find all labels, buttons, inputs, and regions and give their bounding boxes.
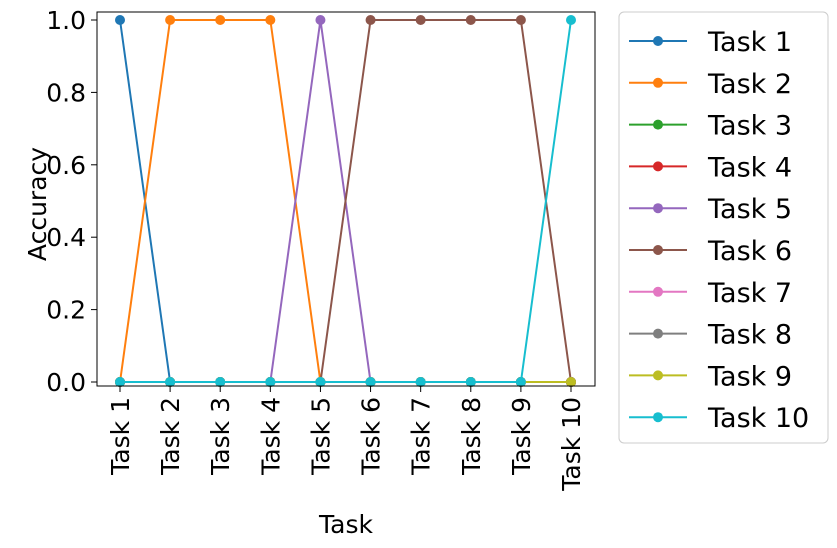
legend-item: Task 9 [629,361,792,392]
y-tick-label: 0.4 [46,223,86,252]
x-axis: Task 1 Task 2 Task 3 Task 4 Task 5 Task 6 Task… [106,386,586,492]
series-layer [115,15,576,387]
legend-item: Task 6 [629,236,792,267]
x-tick-label: Task 10 [557,397,586,492]
data-point [515,377,526,387]
legend-label: Task 3 [707,111,792,142]
data-point [415,15,426,25]
data-point [465,15,476,25]
legend-label: Task 9 [707,361,792,392]
legend-label: Task 1 [707,27,792,58]
legend-item: Task 5 [629,194,792,225]
x-tick-label: Task 7 [407,397,436,476]
data-point [165,15,176,25]
y-tick-label: 0.6 [46,151,86,180]
series-line [120,19,572,383]
legend-label: Task 2 [707,69,792,100]
data-point [465,377,476,387]
legend-label: Task 4 [707,152,792,183]
data-point [165,377,176,387]
data-point [265,377,276,387]
x-axis-label: Task [318,510,373,539]
legend-item: Task 7 [629,278,792,309]
data-point [415,377,426,387]
legend-marker [653,77,663,88]
legend-frame [618,11,829,444]
data-point [365,377,376,387]
y-tick-label: 0.0 [46,368,86,397]
legend-marker [653,161,663,172]
data-point [315,377,326,387]
legend-label: Task 6 [707,236,792,267]
series-task-6 [115,15,576,387]
legend-marker [653,370,663,381]
x-tick-label: Task 9 [507,397,536,476]
x-tick-label: Task 1 [106,397,135,476]
plot-frame [96,11,596,387]
y-tick-label: 0.8 [46,78,86,107]
x-tick-label: Task 5 [306,397,335,476]
legend-marker [653,203,663,214]
legend-item: Task 2 [629,69,792,100]
y-axis-label: Accuracy [23,147,52,261]
legend-item: Task 1 [629,27,792,58]
legend-label: Task 8 [707,320,792,351]
data-point [215,377,226,387]
legend-marker [653,119,663,130]
legend-marker [653,328,663,339]
legend-marker [653,245,663,255]
legend-item: Task 10 [629,403,809,434]
data-point [115,15,125,25]
data-point [566,377,576,387]
x-tick-label: Task 2 [156,397,185,476]
legend-marker [653,412,663,423]
y-axis: 0.0 0.2 0.4 0.6 0.8 1.0 [46,6,97,397]
legend-label: Task 5 [707,194,792,225]
data-point [315,15,326,25]
legend-item: Task 4 [629,152,792,183]
legend-item: Task 3 [629,111,792,142]
y-tick-label: 0.2 [46,296,86,325]
x-tick-label: Task 4 [256,397,285,476]
data-point [115,377,125,387]
data-point [566,15,576,25]
data-point [265,15,276,25]
series-task-10 [115,15,576,387]
legend-label: Task 10 [707,403,809,434]
x-tick-label: Task 6 [357,397,386,476]
legend-marker [653,36,663,46]
legend-item: Task 8 [629,320,792,351]
data-point [215,15,226,25]
legend-marker [653,286,663,297]
legend: Task 1 Task 2 Task 3 Task 4 Task 5 Task 6 Task… [618,11,829,444]
y-tick-label: 1.0 [46,6,86,35]
data-point [515,15,526,25]
data-point [365,15,376,25]
series-line [120,19,572,383]
x-tick-label: Task 8 [457,397,486,476]
x-tick-label: Task 3 [206,397,235,476]
legend-label: Task 7 [707,278,792,309]
